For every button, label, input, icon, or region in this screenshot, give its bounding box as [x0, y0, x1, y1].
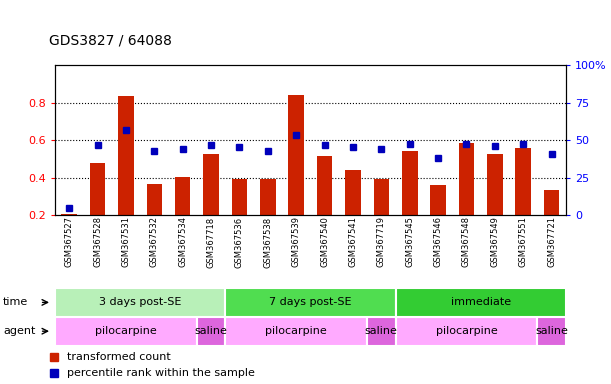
Bar: [288, 95, 304, 215]
Text: transformed count: transformed count: [67, 352, 170, 362]
Bar: [395, 317, 538, 346]
Bar: [90, 163, 105, 215]
Bar: [544, 190, 560, 215]
Text: agent: agent: [3, 326, 35, 336]
Bar: [61, 214, 77, 215]
Text: saline: saline: [535, 326, 568, 336]
Bar: [538, 317, 566, 346]
Text: saline: saline: [365, 326, 398, 336]
Bar: [487, 154, 503, 215]
Bar: [55, 317, 197, 346]
Bar: [175, 177, 191, 215]
Text: GDS3827 / 64088: GDS3827 / 64088: [49, 34, 172, 48]
Text: 7 days post-SE: 7 days post-SE: [269, 297, 352, 308]
Bar: [345, 170, 360, 215]
Bar: [118, 96, 134, 215]
Bar: [516, 147, 531, 215]
Bar: [203, 154, 219, 215]
Bar: [316, 156, 332, 215]
Bar: [402, 151, 417, 215]
Text: immediate: immediate: [450, 297, 511, 308]
Bar: [225, 317, 367, 346]
Bar: [225, 288, 395, 317]
Bar: [367, 317, 395, 346]
Bar: [459, 143, 474, 215]
Bar: [55, 288, 225, 317]
Bar: [395, 288, 566, 317]
Text: pilocarpine: pilocarpine: [95, 326, 157, 336]
Text: pilocarpine: pilocarpine: [436, 326, 497, 336]
Text: percentile rank within the sample: percentile rank within the sample: [67, 368, 255, 378]
Text: time: time: [3, 297, 28, 308]
Bar: [373, 179, 389, 215]
Bar: [147, 184, 162, 215]
Bar: [232, 179, 247, 215]
Bar: [430, 185, 446, 215]
Text: pilocarpine: pilocarpine: [265, 326, 327, 336]
Bar: [197, 317, 225, 346]
Text: saline: saline: [195, 326, 227, 336]
Bar: [260, 179, 276, 215]
Text: 3 days post-SE: 3 days post-SE: [99, 297, 181, 308]
